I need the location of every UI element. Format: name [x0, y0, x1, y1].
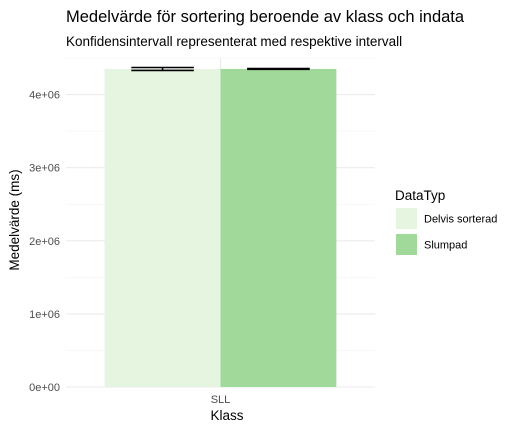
bars [104, 68, 337, 387]
legend-swatch [396, 234, 417, 255]
y-tick-label: 4e+06 [29, 90, 60, 102]
chart-subtitle: Konfidensintervall representerat med res… [66, 34, 402, 49]
x-tick-label: SLL [211, 394, 231, 406]
chart-title: Medelvärde för sortering beroende av kla… [66, 8, 465, 26]
error-bars [131, 66, 310, 72]
x-tick-labels: SLL [211, 394, 231, 406]
legend-label: Slumpad [424, 240, 467, 252]
legend-title: DataTyp [395, 188, 445, 203]
y-axis-title: Medelvärde (ms) [7, 169, 22, 270]
legend-label: Delvis sorterad [424, 214, 497, 226]
y-tick-label: 3e+06 [29, 163, 60, 175]
legend: DataTyp Delvis sorterad Slumpad [395, 188, 497, 255]
y-tick-labels: 0e+00 1e+06 2e+06 3e+06 4e+06 [29, 90, 60, 394]
legend-swatch [396, 208, 417, 229]
bar [104, 68, 221, 387]
y-tick-label: 2e+06 [29, 236, 60, 248]
x-axis-title: Klass [210, 408, 243, 423]
y-tick-label: 0e+00 [29, 382, 60, 394]
bar [220, 68, 337, 387]
y-tick-label: 1e+06 [29, 309, 60, 321]
